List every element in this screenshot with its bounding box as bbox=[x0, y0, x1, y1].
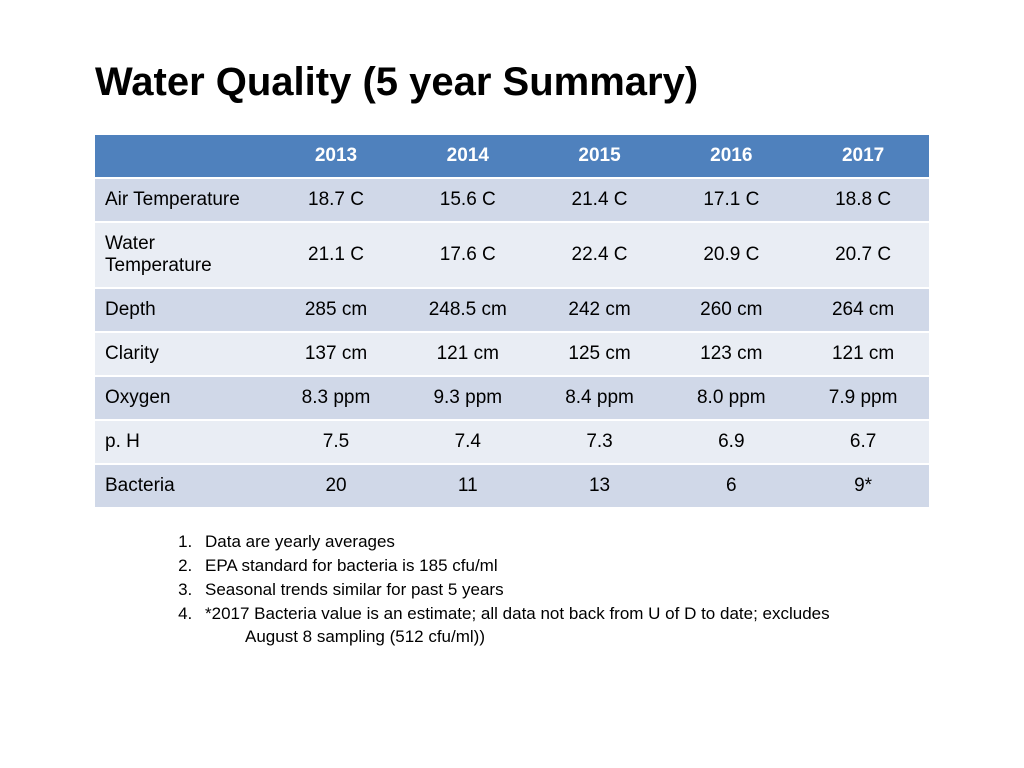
row-label: Depth bbox=[95, 288, 270, 332]
footnote-continuation: August 8 sampling (512 cfu/ml)) bbox=[205, 626, 929, 649]
cell: 18.8 C bbox=[797, 178, 929, 222]
footnote-item: Seasonal trends similar for past 5 years bbox=[197, 579, 929, 602]
cell: 8.0 ppm bbox=[665, 376, 797, 420]
row-label: Oxygen bbox=[95, 376, 270, 420]
table-row: Air Temperature 18.7 C 15.6 C 21.4 C 17.… bbox=[95, 178, 929, 222]
header-2015: 2015 bbox=[534, 135, 666, 178]
cell: 20 bbox=[270, 464, 402, 508]
cell: 20.7 C bbox=[797, 222, 929, 288]
header-blank bbox=[95, 135, 270, 178]
footnote-item: Data are yearly averages bbox=[197, 531, 929, 554]
footnote-item: *2017 Bacteria value is an estimate; all… bbox=[197, 603, 929, 649]
page-title: Water Quality (5 year Summary) bbox=[95, 60, 929, 105]
table-row: Bacteria 20 11 13 6 9* bbox=[95, 464, 929, 508]
cell: 15.6 C bbox=[402, 178, 534, 222]
cell: 9.3 ppm bbox=[402, 376, 534, 420]
row-label: p. H bbox=[95, 420, 270, 464]
cell: 248.5 cm bbox=[402, 288, 534, 332]
cell: 21.1 C bbox=[270, 222, 402, 288]
header-2017: 2017 bbox=[797, 135, 929, 178]
cell: 11 bbox=[402, 464, 534, 508]
cell: 6.9 bbox=[665, 420, 797, 464]
cell: 8.3 ppm bbox=[270, 376, 402, 420]
table-row: Oxygen 8.3 ppm 9.3 ppm 8.4 ppm 8.0 ppm 7… bbox=[95, 376, 929, 420]
cell: 121 cm bbox=[402, 332, 534, 376]
cell: 6.7 bbox=[797, 420, 929, 464]
row-label: Water Temperature bbox=[95, 222, 270, 288]
row-label: Bacteria bbox=[95, 464, 270, 508]
table-row: p. H 7.5 7.4 7.3 6.9 6.7 bbox=[95, 420, 929, 464]
cell: 20.9 C bbox=[665, 222, 797, 288]
water-quality-table: 2013 2014 2015 2016 2017 Air Temperature… bbox=[95, 135, 929, 509]
footnotes-block: Data are yearly averages EPA standard fo… bbox=[95, 531, 929, 649]
table-row: Water Temperature 21.1 C 17.6 C 22.4 C 2… bbox=[95, 222, 929, 288]
cell: 22.4 C bbox=[534, 222, 666, 288]
cell: 7.5 bbox=[270, 420, 402, 464]
cell: 13 bbox=[534, 464, 666, 508]
cell: 18.7 C bbox=[270, 178, 402, 222]
row-label: Clarity bbox=[95, 332, 270, 376]
cell: 7.3 bbox=[534, 420, 666, 464]
cell: 121 cm bbox=[797, 332, 929, 376]
header-2014: 2014 bbox=[402, 135, 534, 178]
cell: 264 cm bbox=[797, 288, 929, 332]
cell: 21.4 C bbox=[534, 178, 666, 222]
cell: 137 cm bbox=[270, 332, 402, 376]
table-row: Depth 285 cm 248.5 cm 242 cm 260 cm 264 … bbox=[95, 288, 929, 332]
table-row: Clarity 137 cm 121 cm 125 cm 123 cm 121 … bbox=[95, 332, 929, 376]
header-2013: 2013 bbox=[270, 135, 402, 178]
cell: 17.6 C bbox=[402, 222, 534, 288]
footnote-item: EPA standard for bacteria is 185 cfu/ml bbox=[197, 555, 929, 578]
cell: 260 cm bbox=[665, 288, 797, 332]
header-2016: 2016 bbox=[665, 135, 797, 178]
table-header-row: 2013 2014 2015 2016 2017 bbox=[95, 135, 929, 178]
cell: 9* bbox=[797, 464, 929, 508]
cell: 8.4 ppm bbox=[534, 376, 666, 420]
row-label: Air Temperature bbox=[95, 178, 270, 222]
cell: 125 cm bbox=[534, 332, 666, 376]
cell: 17.1 C bbox=[665, 178, 797, 222]
cell: 7.9 ppm bbox=[797, 376, 929, 420]
cell: 7.4 bbox=[402, 420, 534, 464]
slide-container: Water Quality (5 year Summary) 2013 2014… bbox=[0, 0, 1024, 680]
footnote-text: *2017 Bacteria value is an estimate; all… bbox=[205, 604, 830, 623]
cell: 285 cm bbox=[270, 288, 402, 332]
cell: 123 cm bbox=[665, 332, 797, 376]
cell: 242 cm bbox=[534, 288, 666, 332]
cell: 6 bbox=[665, 464, 797, 508]
